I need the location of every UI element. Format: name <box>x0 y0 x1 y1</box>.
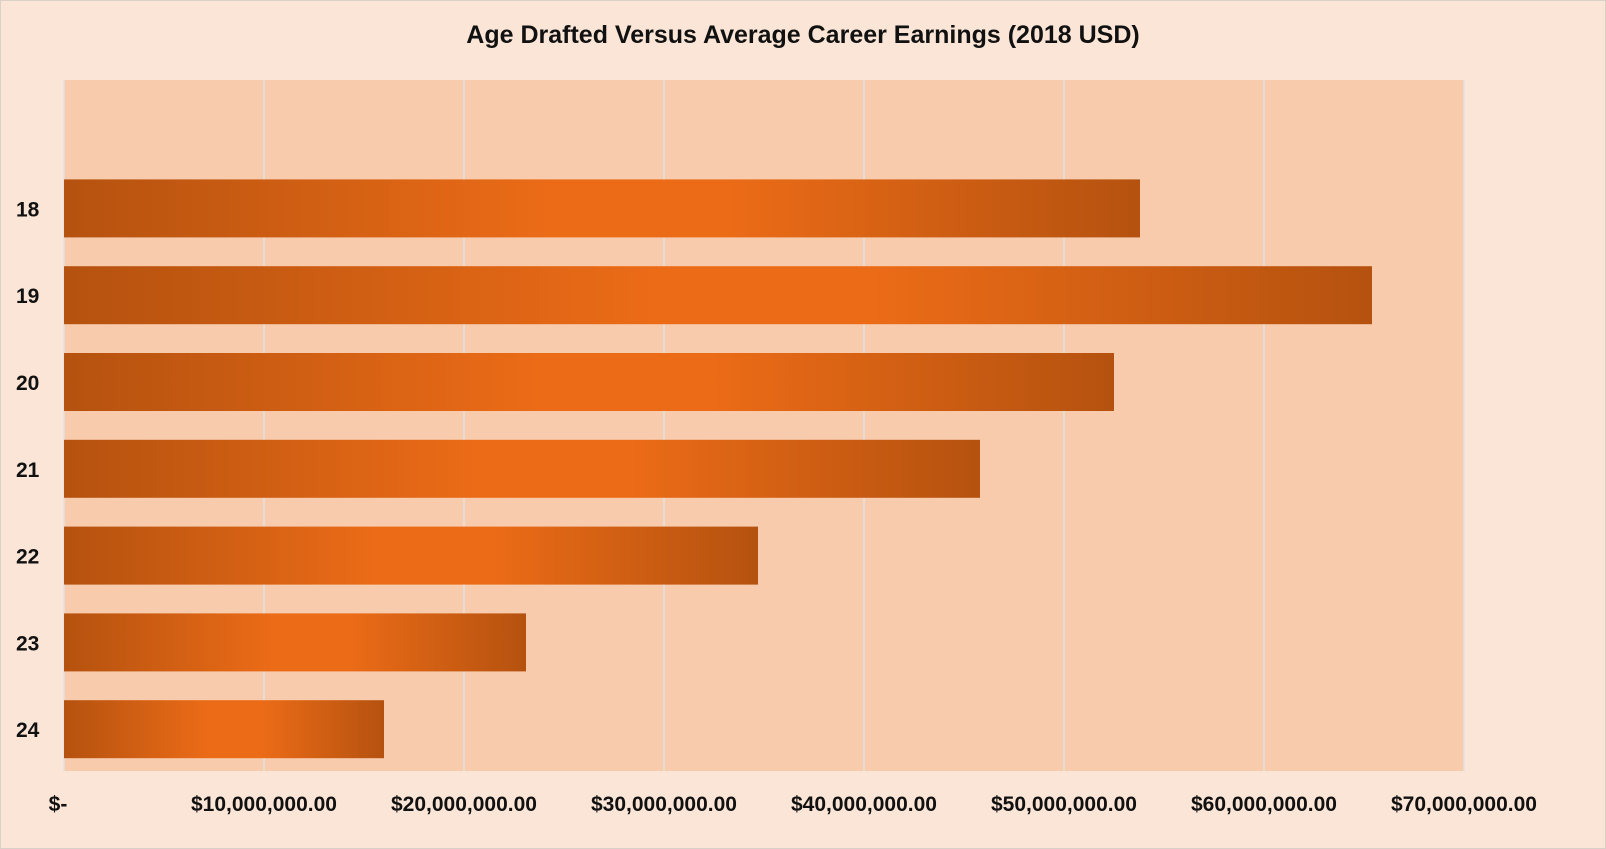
category-label-23: 23 <box>16 632 39 655</box>
bar-age-24 <box>64 700 384 759</box>
category-label-21: 21 <box>16 459 40 482</box>
category-label-19: 19 <box>16 285 39 308</box>
x-tick-label-7: $70,000,000.00 <box>1391 793 1537 816</box>
category-label-22: 22 <box>16 546 39 569</box>
x-tick-label-4: $40,000,000.00 <box>791 793 937 816</box>
bar-age-21 <box>64 439 980 498</box>
x-tick-label-5: $50,000,000.00 <box>991 793 1137 816</box>
x-tick-label-0: $- <box>49 793 68 816</box>
bar-age-20 <box>64 353 1114 411</box>
bar-age-23 <box>64 613 526 672</box>
x-tick-label-6: $60,000,000.00 <box>1191 793 1337 816</box>
chart-title: Age Drafted Versus Average Career Earnin… <box>466 21 1140 49</box>
x-tick-label-3: $30,000,000.00 <box>591 793 737 816</box>
bar-age-22 <box>64 526 758 585</box>
category-label-20: 20 <box>16 372 39 395</box>
x-tick-label-1: $10,000,000.00 <box>191 793 337 816</box>
bar-age-19 <box>64 266 1372 325</box>
x-tick-label-2: $20,000,000.00 <box>391 793 537 816</box>
category-label-24: 24 <box>16 719 40 742</box>
bar-age-18 <box>64 179 1140 238</box>
category-label-18: 18 <box>16 198 40 221</box>
